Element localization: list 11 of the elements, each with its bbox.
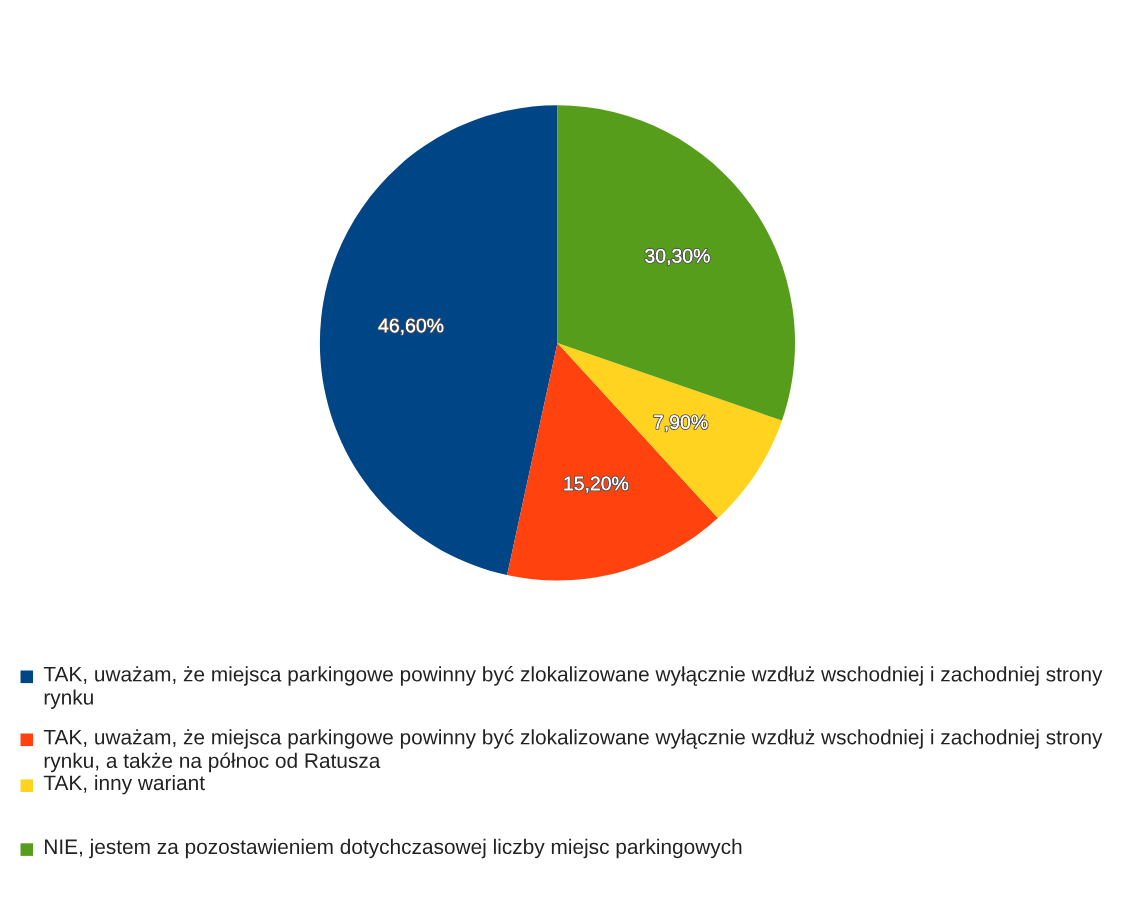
pie-slice bbox=[557, 342, 782, 519]
legend-label: TAK, uważam, że miejsca parkingowe powinny być zlokalizowane wyłącznie wzdłuż wschodniej i zachodniej strony rynku, a także na północ od Ratusza bbox=[43, 729, 1103, 773]
data-label: 30,30% bbox=[645, 248, 710, 265]
legend-label: TAK, uważam, że miejsca parkingowe powinny być zlokalizowane wyłącznie wzdłuż wschodniej i zachodniej strony rynku bbox=[43, 666, 1103, 709]
legend-label: TAK, inny wariant bbox=[43, 774, 205, 795]
legend-label: NIE, jestem za pozostawieniem dotychczasowej liczby miejsc parkingowych bbox=[45, 838, 742, 859]
data-label: 7,90% bbox=[654, 415, 708, 432]
pie-slice bbox=[319, 105, 558, 576]
data-label: 46,60% bbox=[378, 318, 444, 335]
pie-slice bbox=[507, 342, 718, 581]
data-label: 15,20% bbox=[564, 476, 629, 493]
